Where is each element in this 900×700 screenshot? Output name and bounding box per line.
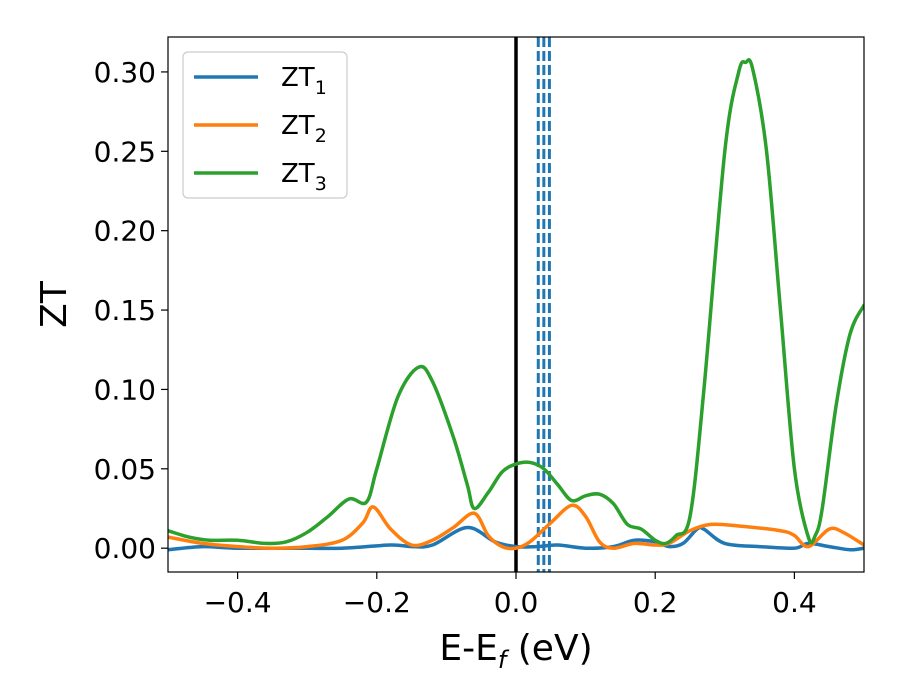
y-tick-label: 0.10 (94, 373, 156, 406)
x-axis-label: E-Ef (eV) (439, 628, 592, 674)
legend-label-zt3: ZT3 (281, 159, 327, 195)
y-tick-label: 0.05 (94, 453, 156, 486)
legend: ZT1 ZT2 ZT3 (182, 51, 348, 199)
plot-area (168, 37, 864, 572)
x-tick-label: −0.4 (204, 586, 272, 619)
y-tick-label: 0.15 (94, 294, 156, 327)
legend-box (182, 51, 348, 199)
x-tick-label: −0.2 (343, 586, 411, 619)
y-tick-label: 0.00 (94, 532, 156, 565)
series-line-zt1 (168, 525, 864, 552)
series-line-zt3 (168, 58, 864, 546)
x-tick-label: 0.0 (494, 586, 539, 619)
x-tick-label: 0.2 (633, 586, 678, 619)
y-tick-label: 0.20 (94, 215, 156, 248)
x-tick-label: 0.4 (772, 586, 817, 619)
legend-label-zt1: ZT1 (281, 63, 327, 99)
y-axis-label: ZT (34, 280, 75, 328)
y-tick-label: 0.25 (94, 135, 156, 168)
axis-ticks: −0.4 −0.2 0.0 0.2 0.4 0.00 0.05 0.10 0.15 0.20 0.2… (94, 56, 817, 619)
legend-label-zt2: ZT2 (281, 111, 327, 147)
x-axis-label-unit: (eV) (506, 628, 592, 669)
series-line-zt2 (168, 503, 864, 551)
y-tick-label: 0.30 (94, 56, 156, 89)
